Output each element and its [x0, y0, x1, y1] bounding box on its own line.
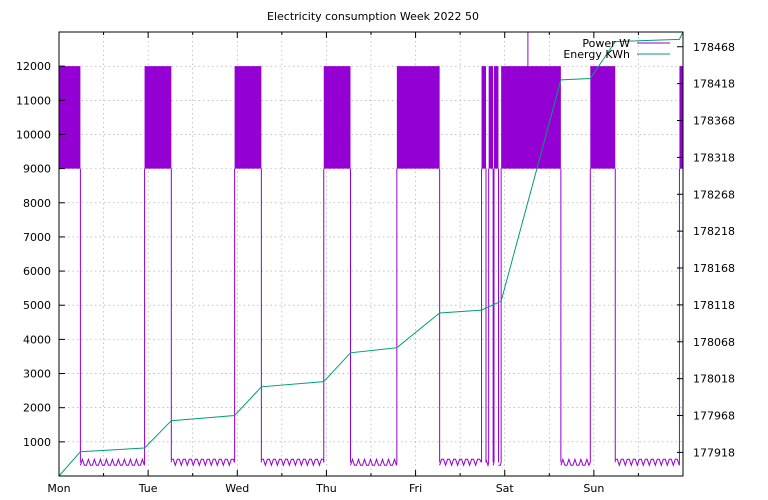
y-left-tick-label: 12000 — [16, 60, 51, 73]
y-right-tick-label: 178268 — [693, 188, 735, 201]
y-left-tick-label: 6000 — [23, 265, 51, 278]
y-right-tick-label: 178118 — [693, 299, 735, 312]
grid — [59, 32, 683, 476]
power-series — [58, 32, 684, 468]
power-baseline — [498, 462, 502, 466]
legend-power-label: Power W — [582, 37, 630, 50]
power-active-block — [590, 66, 616, 169]
y-left-tick-label: 7000 — [23, 231, 51, 244]
y-right-tick-label: 178368 — [693, 115, 735, 128]
y-left-tick-label: 2000 — [23, 402, 51, 415]
energy-series — [58, 31, 684, 477]
x-tick-label: Thu — [315, 482, 337, 495]
power-active-block — [494, 66, 499, 169]
legend: Power W Energy KWh — [563, 37, 670, 61]
y-left-tick-label: 5000 — [23, 299, 51, 312]
y-right-tick-label: 177918 — [693, 446, 735, 459]
y-left-tick-label: 8000 — [23, 197, 51, 210]
y-left-tick-label: 11000 — [16, 94, 51, 107]
y-left-tick-label: 9000 — [23, 163, 51, 176]
x-tick-label: Tue — [138, 482, 158, 495]
y-left-tick-label: 10000 — [16, 128, 51, 141]
x-tick-label: Wed — [225, 482, 249, 495]
power-baseline — [615, 458, 680, 467]
x-tick-label: Sun — [583, 482, 604, 495]
y-right-tick-label: 177968 — [693, 410, 735, 423]
y-right-tick-label: 178418 — [693, 78, 735, 91]
power-active-block — [144, 66, 172, 169]
y-right-tick-label: 178218 — [693, 225, 735, 238]
power-baseline — [560, 457, 591, 467]
x-tick-label: Sat — [496, 482, 515, 495]
y-right-tick-label: 178018 — [693, 373, 735, 386]
power-baseline — [439, 458, 482, 467]
power-baseline — [492, 462, 495, 466]
y-right-tick-label: 178168 — [693, 262, 735, 275]
power-active-block — [488, 66, 494, 169]
power-baseline — [485, 459, 490, 468]
power-active-block — [59, 66, 81, 169]
power-active-block — [501, 66, 561, 169]
power-active-block — [481, 66, 486, 169]
power-baseline — [261, 458, 325, 467]
energy-line — [58, 31, 684, 477]
legend-energy-label: Energy KWh — [563, 48, 630, 61]
y-left-tick-label: 3000 — [23, 368, 51, 381]
power-active-block — [323, 66, 351, 169]
y-right-tick-label: 178318 — [693, 151, 735, 164]
x-tick-label: Fri — [409, 482, 422, 495]
power-active-block — [396, 66, 440, 169]
x-tick-label: Mon — [47, 482, 70, 495]
y-left-tick-label: 1000 — [23, 436, 51, 449]
y-right-tick-label: 178068 — [693, 336, 735, 349]
y-right-tick-label: 178468 — [693, 41, 735, 54]
power-baseline — [79, 457, 146, 466]
power-baseline — [350, 457, 398, 466]
y-left-tick-label: 4000 — [23, 333, 51, 346]
chart-title: Electricity consumption Week 2022 50 — [267, 10, 479, 23]
power-active-block — [679, 66, 683, 169]
power-baseline — [171, 458, 236, 467]
axes: Mon Tue Wed Thu Fri Sat Sun 1000 2000 3000 4000 500… — [16, 32, 735, 495]
power-active-block — [234, 66, 262, 169]
